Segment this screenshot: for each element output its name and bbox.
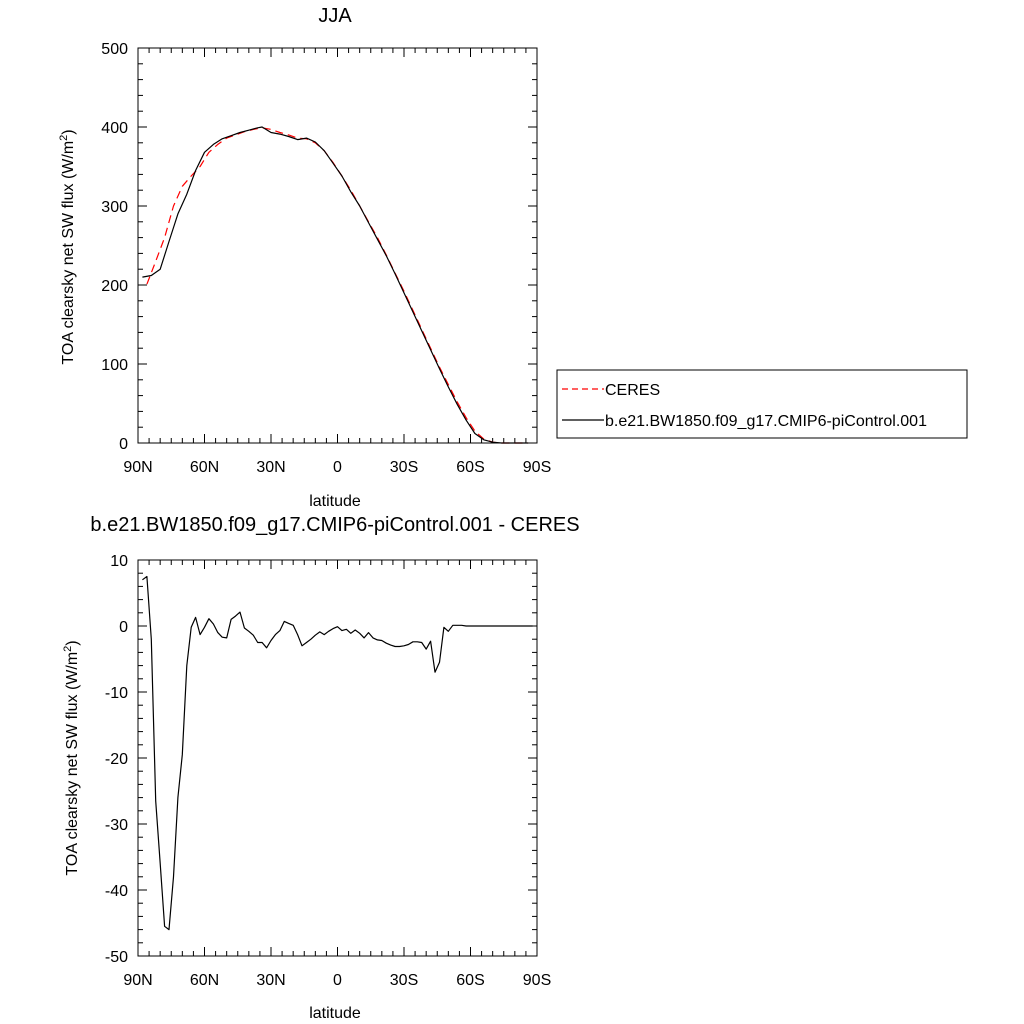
top-x-tick-label: 30S: [390, 459, 418, 476]
top-x-axis-label: latitude: [309, 493, 361, 510]
bottom-x-tick-label: 0: [333, 972, 342, 989]
bottom-y-ticks: -50 -40 -30 -20 -10 0 10: [105, 553, 537, 966]
bottom-panel: b.e21.BW1850.f09_g17.CMIP6-piControl.001…: [62, 514, 580, 1022]
top-chart-title: JJA: [318, 5, 352, 27]
top-y-tick-label: 500: [101, 41, 128, 58]
bottom-y-tick-label: -50: [105, 949, 128, 966]
top-series-line-1: [142, 126, 529, 444]
bottom-y-axis-label-text: TOA clearsky net SW flux (W/m: [64, 652, 81, 876]
top-x-tick-label: 0: [333, 459, 342, 476]
top-series-group: [142, 126, 529, 444]
bottom-y-tick-label: -40: [105, 883, 128, 900]
top-plot-frame: [137, 47, 538, 444]
bottom-y-tick-label: 10: [110, 553, 128, 570]
top-x-tick-label: 60S: [456, 459, 484, 476]
top-y-tick-label: 100: [101, 357, 128, 374]
bottom-x-tick-label: 30N: [256, 972, 285, 989]
bottom-plot-frame: [137, 559, 538, 957]
bottom-y-axis-label-close: ): [64, 640, 81, 645]
bottom-x-tick-label: 60N: [190, 972, 219, 989]
bottom-chart-title: b.e21.BW1850.f09_g17.CMIP6-piControl.001…: [90, 514, 579, 536]
bottom-y-tick-label: -20: [105, 751, 128, 768]
bottom-y-tick-label: -30: [105, 817, 128, 834]
legend: CERES b.e21.BW1850.f09_g17.CMIP6-piContr…: [556, 369, 968, 439]
bottom-series-line-0: [142, 575, 533, 931]
top-y-axis-label-exponent: 2: [58, 135, 70, 141]
bottom-y-tick-label: 0: [119, 619, 128, 636]
top-x-tick-label: 90N: [123, 459, 152, 476]
bottom-x-axis-label: latitude: [309, 1005, 361, 1022]
legend-label-ceres: CERES: [605, 382, 660, 399]
top-x-ticks: 90N 60N 30N 0 30S 60S 90S: [123, 48, 551, 476]
top-y-tick-label: 400: [101, 120, 128, 137]
bottom-y-axis-label: TOA clearsky net SW flux (W/m2): [62, 640, 81, 875]
bottom-series-group: [142, 575, 533, 931]
top-x-tick-label: 30N: [256, 459, 285, 476]
top-y-tick-label: 0: [119, 436, 128, 453]
top-y-axis-label-text: TOA clearsky net SW flux (W/m: [60, 141, 77, 365]
top-x-tick-label: 60N: [190, 459, 219, 476]
top-y-ticks: 0 100 200 300 400 500: [101, 41, 537, 453]
legend-label-model: b.e21.BW1850.f09_g17.CMIP6-piControl.001: [605, 413, 927, 430]
bottom-x-tick-label: 90S: [523, 972, 551, 989]
legend-box: [556, 369, 968, 439]
bottom-y-axis-label-exponent: 2: [62, 646, 74, 652]
top-y-tick-label: 200: [101, 278, 128, 295]
top-y-axis-label-close: ): [60, 129, 77, 134]
top-x-tick-label: 90S: [523, 459, 551, 476]
bottom-x-tick-label: 90N: [123, 972, 152, 989]
top-panel: JJA 0 100 200 300 400 500 90N 60N 30N 0 30S 60S 90S…: [58, 5, 968, 510]
bottom-x-tick-label: 30S: [390, 972, 418, 989]
top-series-line-0: [146, 127, 529, 444]
bottom-x-ticks: 90N 60N 30N 0 30S 60S 90S: [123, 560, 551, 989]
top-y-tick-label: 300: [101, 199, 128, 216]
bottom-y-tick-label: -10: [105, 685, 128, 702]
top-y-axis-label: TOA clearsky net SW flux (W/m2): [58, 129, 77, 364]
bottom-x-tick-label: 60S: [456, 972, 484, 989]
